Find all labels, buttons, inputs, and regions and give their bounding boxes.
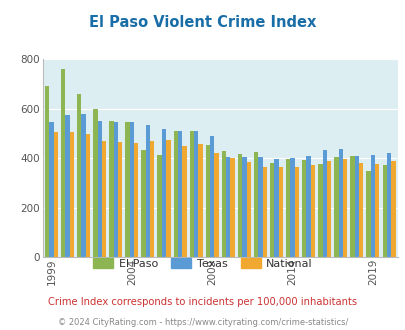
Bar xyxy=(177,131,182,257)
Bar xyxy=(173,131,177,257)
Bar xyxy=(242,157,246,257)
Bar xyxy=(70,132,74,257)
Bar xyxy=(278,167,282,257)
Bar xyxy=(109,121,113,257)
Bar xyxy=(386,153,390,257)
Bar xyxy=(290,158,294,257)
Bar xyxy=(286,159,290,257)
Text: El Paso Violent Crime Index: El Paso Violent Crime Index xyxy=(89,15,316,30)
Bar xyxy=(301,160,306,257)
Bar xyxy=(97,121,102,257)
Bar xyxy=(129,122,134,257)
Bar xyxy=(45,86,49,257)
Bar xyxy=(198,144,202,257)
Bar xyxy=(382,165,386,257)
Bar xyxy=(274,159,278,257)
Bar xyxy=(221,151,226,257)
Bar xyxy=(141,150,145,257)
Bar xyxy=(338,149,342,257)
Bar xyxy=(258,157,262,257)
Bar xyxy=(93,109,97,257)
Bar xyxy=(374,164,379,257)
Bar xyxy=(246,162,250,257)
Bar xyxy=(226,157,230,257)
Text: © 2024 CityRating.com - https://www.cityrating.com/crime-statistics/: © 2024 CityRating.com - https://www.city… xyxy=(58,318,347,327)
Bar xyxy=(113,122,117,257)
Bar xyxy=(117,142,122,257)
Bar xyxy=(269,163,274,257)
Bar xyxy=(125,122,129,257)
Bar xyxy=(53,132,58,257)
Bar xyxy=(310,165,314,257)
Bar xyxy=(162,129,166,257)
Bar xyxy=(358,163,362,257)
Bar xyxy=(333,157,338,257)
Bar xyxy=(326,161,330,257)
Bar xyxy=(182,146,186,257)
Bar xyxy=(350,156,354,257)
Bar xyxy=(157,155,162,257)
Bar xyxy=(322,150,326,257)
Bar xyxy=(390,161,394,257)
Bar xyxy=(306,156,310,257)
Text: Crime Index corresponds to incidents per 100,000 inhabitants: Crime Index corresponds to incidents per… xyxy=(48,297,357,307)
Bar xyxy=(354,156,358,257)
Bar xyxy=(342,159,346,257)
Bar xyxy=(102,141,106,257)
Bar xyxy=(209,136,214,257)
Bar xyxy=(65,115,70,257)
Bar xyxy=(49,121,53,257)
Legend: El Paso, Texas, National: El Paso, Texas, National xyxy=(88,254,317,273)
Bar xyxy=(61,69,65,257)
Bar xyxy=(237,154,242,257)
Bar xyxy=(370,155,374,257)
Bar xyxy=(134,143,138,257)
Bar xyxy=(205,145,209,257)
Bar xyxy=(194,131,198,257)
Bar xyxy=(366,171,370,257)
Bar xyxy=(145,125,150,257)
Bar xyxy=(214,153,218,257)
Bar xyxy=(189,131,194,257)
Bar xyxy=(85,134,90,257)
Bar xyxy=(253,152,258,257)
Bar xyxy=(294,167,298,257)
Bar xyxy=(262,167,266,257)
Bar xyxy=(150,141,154,257)
Bar xyxy=(77,94,81,257)
Bar xyxy=(81,114,85,257)
Bar xyxy=(230,158,234,257)
Bar xyxy=(166,140,170,257)
Bar xyxy=(318,164,322,257)
